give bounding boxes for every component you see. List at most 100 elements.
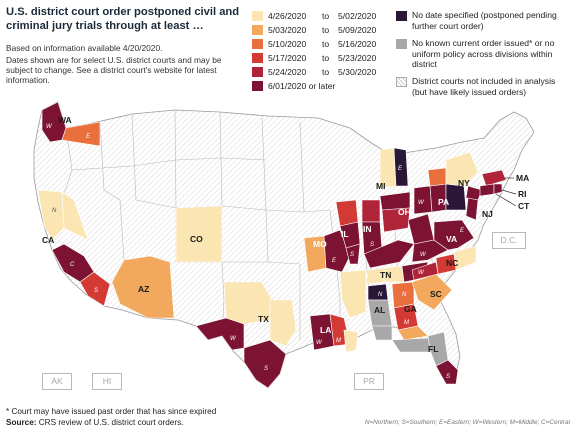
legend-swatch-range-5: [252, 67, 263, 77]
source-line: Source: CRS review of U.S. district cour…: [6, 418, 183, 427]
box-ak: AK: [42, 373, 72, 390]
district-al-s: [371, 325, 393, 341]
state-label-ct: CT: [518, 201, 530, 211]
legend-from-2: 5/03/2020: [268, 25, 307, 35]
legend-to-3: 5/16/2020: [338, 39, 377, 49]
district-tx-e: [269, 299, 297, 347]
district-ny-w: [427, 167, 447, 187]
state-label-az: AZ: [138, 284, 149, 294]
map-title: U.S. district court order postponed civi…: [6, 6, 240, 32]
district-ny-n: [445, 151, 479, 187]
state-label-ma: MA: [516, 173, 529, 183]
legend-swatch-range-2: [252, 25, 263, 35]
box-pr: PR: [354, 373, 384, 390]
state-label-tx: TX: [258, 314, 269, 324]
district-az: [111, 255, 175, 319]
district-ma: [481, 169, 507, 187]
district-ca-n: [37, 189, 65, 241]
state-label-ga: GA: [404, 304, 417, 314]
box-dc: D.C.: [492, 232, 526, 249]
district-label-n-ga: N: [402, 292, 407, 298]
district-abbreviations: N=Northern; S=Southern; E=Eastern; W=Wes…: [364, 419, 570, 426]
district-il-s: [345, 243, 361, 265]
legend-to-5: 5/30/2020: [338, 67, 377, 77]
legend-swatch-not-included: [396, 77, 407, 87]
district-label-c: C: [70, 262, 75, 268]
legend-swatch-range-6: [252, 81, 263, 91]
district-label-e-mi: E: [398, 166, 403, 172]
state-label-mo: MO: [313, 239, 327, 249]
district-co: [175, 205, 223, 263]
district-label-m-ga: M: [404, 320, 409, 326]
legend-to-2: 5/09/2020: [338, 25, 377, 35]
district-label-w: W: [46, 124, 53, 130]
legend-sep-4: to: [322, 53, 330, 63]
district-label-n: N: [52, 208, 57, 214]
legend-swatch-no-order: [396, 39, 407, 49]
district-label-w-va: W: [420, 252, 427, 258]
state-label-wa: WA: [58, 115, 72, 125]
state-label-nj: NJ: [482, 209, 493, 219]
legend-to-4: 5/23/2020: [338, 53, 377, 63]
state-label-oh: OH: [398, 207, 411, 217]
district-nc-e: [453, 245, 477, 271]
state-label-ny: NY: [458, 178, 470, 188]
district-in-n: [361, 199, 381, 223]
district-tx-w: [195, 317, 245, 351]
legend-from-4: 5/17/2020: [268, 53, 307, 63]
box-hi: HI: [92, 373, 122, 390]
district-ky: [363, 239, 415, 269]
legend-no-date: No date specified (postponed pending fur…: [412, 10, 557, 31]
district-label-w-nc: W: [418, 270, 425, 276]
legend-swatch-no-date: [396, 11, 407, 21]
legend-no-order: No known current order issued* or no uni…: [412, 38, 555, 69]
district-la-e: [343, 329, 359, 353]
district-label-s: S: [94, 288, 98, 294]
state-label-tn: TN: [380, 270, 391, 280]
district-mi-e: [393, 147, 409, 187]
legend-not-included: District courts not included in analysis…: [412, 76, 556, 97]
district-label-n-al: N: [378, 292, 383, 298]
district-label-w-pa: W: [418, 200, 425, 206]
legend-swatch-range-1: [252, 11, 263, 21]
legend-swatch-range-3: [252, 39, 263, 49]
state-label-ca: CA: [42, 235, 54, 245]
district-ca-s: [79, 271, 111, 307]
state-label-in: IN: [363, 224, 372, 234]
legend-to-1: 5/02/2020: [338, 11, 377, 21]
district-label-s-fl: S: [446, 374, 450, 380]
legend-sep-2: to: [322, 25, 330, 35]
legend-from-6: 6/01/2020 or later: [268, 81, 336, 91]
district-va-w: [411, 239, 449, 263]
district-label-e-va: E: [460, 228, 465, 234]
state-label-co: CO: [190, 234, 203, 244]
state-leader-lines: [495, 177, 517, 207]
legend-from-5: 5/24/2020: [268, 67, 307, 77]
state-label-ri: RI: [518, 189, 527, 199]
state-label-il: IL: [341, 229, 349, 239]
legend-from-1: 4/26/2020: [268, 11, 307, 21]
district-wa-e: [61, 121, 101, 147]
note-disclaimer: Dates shown are for select U.S. district…: [6, 55, 222, 85]
district-tx-s: [243, 339, 287, 389]
source-text: CRS review of U.S. district court orders…: [38, 418, 184, 427]
district-oh-s: [381, 207, 411, 233]
state-labels: WA CA CO AZ TX MO IL IN OH MI NY PA MA R…: [42, 115, 530, 354]
district-label-m-la: M: [336, 338, 341, 344]
state-label-la: LA: [320, 325, 331, 335]
state-label-mi: MI: [376, 181, 385, 191]
state-label-pa: PA: [438, 197, 449, 207]
district-mo-e: [323, 229, 351, 273]
state-label-nc: NC: [446, 258, 458, 268]
district-ms: [339, 269, 367, 319]
district-labels: W E N C S W S E S S E W W E N N M W M S …: [46, 124, 465, 380]
district-label-w-la: W: [316, 340, 323, 346]
state-label-fl: FL: [428, 344, 438, 354]
district-label-s-tx: S: [264, 366, 268, 372]
district-label-s-in: S: [370, 242, 374, 248]
state-label-al: AL: [374, 305, 385, 315]
legend-swatch-range-4: [252, 53, 263, 63]
district-ri: [493, 183, 503, 195]
district-label-e: E: [86, 134, 91, 140]
state-label-sc: SC: [430, 289, 442, 299]
